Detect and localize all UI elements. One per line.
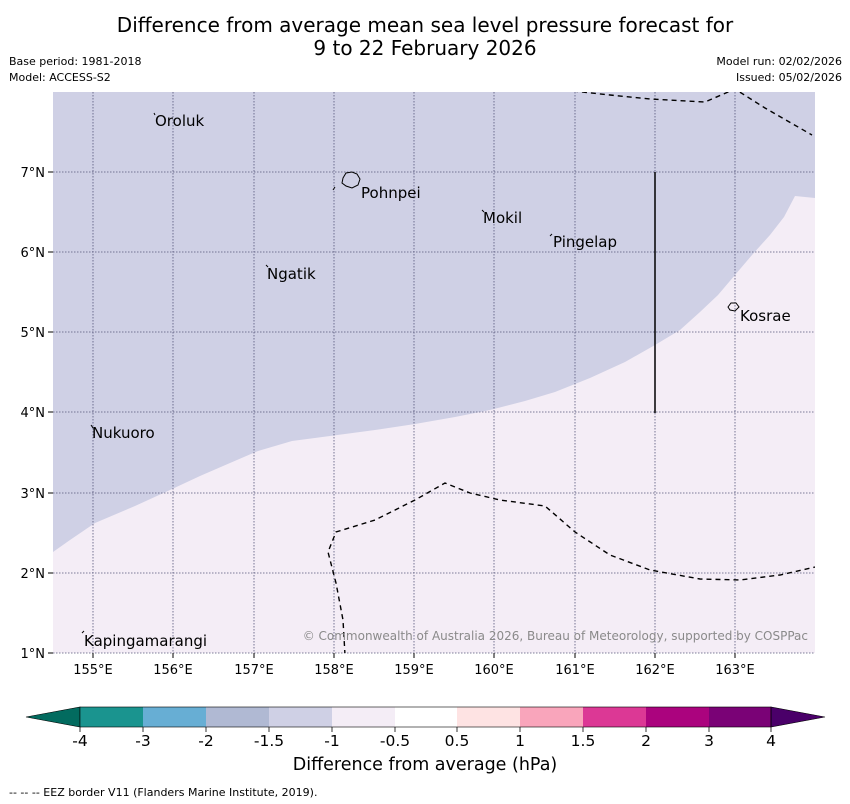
pingelap-atoll	[549, 233, 553, 237]
place-oroluk: Oroluk	[155, 112, 204, 130]
place-kosrae: Kosrae	[740, 307, 791, 325]
chart-title: Difference from average mean sea level p…	[0, 14, 850, 60]
mokil-atoll	[481, 209, 485, 213]
nukuoro-atoll	[90, 424, 94, 429]
lon-label-160: 160°E	[474, 663, 514, 678]
lat-label-2: 2°N	[21, 567, 46, 582]
eez-legend-footer: -- -- -- EEZ border V11 (Flanders Marine…	[9, 786, 318, 799]
copyright-credit: © Commonwealth of Australia 2026, Bureau…	[303, 629, 808, 643]
colorbar-bin-4	[269, 707, 332, 727]
colorbar-bin-6	[395, 707, 457, 727]
place-pingelap: Pingelap	[553, 233, 617, 251]
eez-borders	[327, 92, 815, 653]
colorbar-bin-3	[206, 707, 269, 727]
cb-tick-minus2: -2	[198, 732, 213, 750]
lat-labels: 7°N 6°N 5°N 4°N 3°N 2°N 1°N	[21, 166, 46, 662]
lat-label-3: 3°N	[21, 487, 46, 502]
lon-label-161: 161°E	[555, 663, 595, 678]
colorbar-bin-7	[457, 707, 520, 727]
place-ngatik: Ngatik	[267, 265, 316, 283]
title-line-2: 9 to 22 February 2026	[313, 36, 537, 60]
eez-border-north	[575, 92, 813, 136]
oroluk-atoll	[153, 112, 156, 116]
lat-label-7: 7°N	[21, 166, 46, 181]
meta-right: Model run: 02/02/2026 Issued: 05/02/2026	[716, 54, 842, 86]
eez-border-south	[327, 482, 815, 653]
colorbar-tick-labels: -4 -3 -2 -1.5 -1 -0.5 0.5 1 1.5 2 3 4	[72, 732, 776, 750]
cb-tick-1: 1	[515, 732, 525, 750]
graticule	[53, 92, 815, 654]
colorbar-bin-10	[646, 707, 709, 727]
issued-date: Issued: 05/02/2026	[735, 71, 842, 84]
lat-label-4: 4°N	[21, 406, 46, 421]
model-run: Model run: 02/02/2026	[716, 55, 842, 68]
islands	[81, 112, 740, 634]
cb-tick-2: 2	[641, 732, 651, 750]
lon-label-159: 159°E	[394, 663, 434, 678]
colorbar-bin-11	[709, 707, 771, 727]
lon-labels: 155°E 156°E 157°E 158°E 159°E 160°E 161°…	[73, 663, 755, 678]
tick-marks	[48, 171, 736, 658]
pohnpei-islet	[332, 186, 336, 191]
lat-label-6: 6°N	[21, 246, 46, 261]
cb-tick-minus4: -4	[72, 732, 87, 750]
place-kapingamarangi: Kapingamarangi	[84, 632, 207, 650]
title-line-1: Difference from average mean sea level p…	[116, 13, 734, 37]
cb-tick-0p5: 0.5	[445, 732, 470, 750]
lon-label-157: 157°E	[234, 663, 274, 678]
cb-tick-minus1: -1	[324, 732, 339, 750]
colorbar-bin-8	[520, 707, 583, 727]
colorbar-extend-high	[770, 706, 826, 728]
lon-label-156: 156°E	[153, 663, 193, 678]
cb-tick-1p5: 1.5	[571, 732, 596, 750]
kosrae-island	[727, 302, 740, 312]
colorbar-bin-9	[583, 707, 646, 727]
colorbar-bin-5	[332, 707, 395, 727]
pohnpei-island	[341, 171, 361, 189]
cb-tick-4: 4	[766, 732, 776, 750]
place-pohnpei: Pohnpei	[361, 184, 421, 202]
place-nukuoro: Nukuoro	[92, 424, 155, 442]
cb-tick-3: 3	[704, 732, 714, 750]
lon-label-158: 158°E	[314, 663, 354, 678]
cb-tick-minus0p5: -0.5	[380, 732, 410, 750]
colorbar-extend-low	[25, 706, 81, 728]
colorbar-outline	[79, 706, 772, 728]
colorbar-bin-1	[80, 707, 143, 727]
place-labels: Oroluk Pohnpei Mokil Pingelap Ngatik Kos…	[84, 112, 791, 650]
kapingamarangi-atoll	[81, 630, 85, 634]
meta-left: Base period: 1981-2018 Model: ACCESS-S2	[9, 54, 141, 86]
colorbar-title: Difference from average (hPa)	[292, 755, 558, 775]
colorbar-bin-2	[143, 707, 206, 727]
lon-label-155: 155°E	[73, 663, 113, 678]
ngatik-atoll	[265, 264, 269, 268]
contour-fill	[53, 92, 815, 653]
lat-label-5: 5°N	[21, 326, 46, 341]
cb-tick-minus3: -3	[135, 732, 150, 750]
model-name: Model: ACCESS-S2	[9, 71, 111, 84]
fill-region-minus1p5-to-minus1	[53, 92, 815, 552]
base-period: Base period: 1981-2018	[9, 55, 142, 68]
place-mokil: Mokil	[483, 209, 522, 227]
lon-label-163: 163°E	[715, 663, 755, 678]
lon-label-162: 162°E	[635, 663, 675, 678]
lat-label-1: 1°N	[21, 647, 46, 662]
cb-tick-minus1p5: -1.5	[254, 732, 284, 750]
colorbar: -4 -3 -2 -1.5 -1 -0.5 0.5 1 1.5 2 3 4	[25, 706, 826, 750]
